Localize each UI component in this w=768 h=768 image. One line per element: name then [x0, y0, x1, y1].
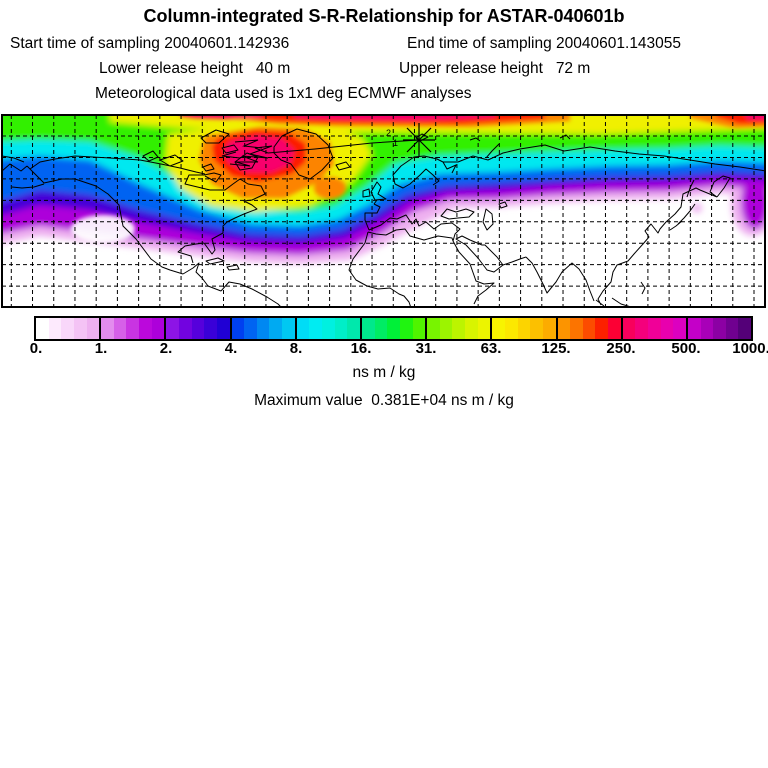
colorbar-cell: [660, 318, 674, 339]
colorbar-cell: [399, 318, 413, 339]
colorbar-cell: [608, 318, 621, 339]
colorbar-cell: [530, 318, 543, 339]
colorbar-tick-label: 0.: [29, 340, 43, 357]
max-value-text: Maximum value 0.381E+04 ns m / kg: [254, 392, 514, 409]
colorbar-cell: [542, 318, 556, 339]
colorbar-cell: [439, 318, 453, 339]
colorbar-cell: [595, 318, 609, 339]
colorbar-segment: [620, 318, 686, 339]
colorbar-cell: [282, 318, 295, 339]
colorbar-tick-label: 500.: [671, 340, 701, 357]
colorbar-cell: [61, 318, 74, 339]
colorbar-cell: [492, 318, 505, 339]
colorbar-cell: [204, 318, 217, 339]
lower-release-text: Lower release height 40 m: [99, 60, 291, 77]
colorbar-cell: [465, 318, 478, 339]
colorbar-cell: [738, 318, 752, 339]
colorbar-cell: [647, 318, 661, 339]
start-time-text: Start time of sampling 20040601.142936: [10, 35, 290, 52]
colorbar-cell: [557, 318, 571, 339]
flight-track: [221, 139, 420, 167]
colorbar-ticks: 0. 1. 2. 4. 8. 16. 31. 63. 125. 250. 500. 1000.: [0, 340, 768, 358]
colorbar-tick-label: 4.: [224, 340, 238, 357]
colorbar-cell: [269, 318, 283, 339]
colorbar-cell: [244, 318, 257, 339]
colorbar-cell: [101, 318, 114, 339]
colorbar-cell: [725, 318, 739, 339]
colorbar-tick-label: 31.: [415, 340, 437, 357]
colorbar-cell: [126, 318, 140, 339]
colorbar-cell: [296, 318, 310, 339]
track-label-1: 1: [393, 138, 398, 148]
colorbar-cell: [322, 318, 335, 339]
release-marker-icon: [403, 123, 435, 157]
colorbar-cell: [504, 318, 518, 339]
colorbar-segment: [294, 318, 360, 339]
colorbar-cell: [361, 318, 375, 339]
colorbar-cell: [427, 318, 440, 339]
colorbar-cell: [86, 318, 100, 339]
colorbar-cell: [191, 318, 205, 339]
colorbar-tick-label: 1000.: [732, 340, 768, 357]
colorbar-cell: [113, 318, 127, 339]
colorbar-cell: [452, 318, 466, 339]
colorbar-tick-label: 2.: [159, 340, 173, 357]
colorbar-cell: [687, 318, 701, 339]
colorbar-cell: [36, 318, 49, 339]
colorbar-cell: [334, 318, 348, 339]
upper-release-text: Upper release height 72 m: [399, 60, 591, 77]
colorbar-cell: [309, 318, 323, 339]
colorbar-cell: [151, 318, 165, 339]
map-border: [1, 114, 766, 308]
met-data-text: Meteorological data used is 1x1 deg ECMW…: [95, 85, 472, 102]
world-map: 1 2: [1, 114, 766, 308]
colorbar-cell: [477, 318, 491, 339]
colorbar-cell: [412, 318, 426, 339]
colorbar-tick-label: 250.: [606, 340, 636, 357]
colorbar-segment: [229, 318, 295, 339]
colorbar-cell: [570, 318, 583, 339]
colorbar-cell: [48, 318, 62, 339]
colorbar-tick-label: 16.: [350, 340, 372, 357]
colorbar-cell: [139, 318, 152, 339]
color-field: [2, 115, 765, 264]
colorbar-segment: [359, 318, 426, 339]
colorbar-cell: [713, 318, 726, 339]
colorbar: [34, 316, 753, 341]
colorbar-cell: [700, 318, 714, 339]
colorbar-cell: [635, 318, 648, 339]
colorbar-segment: [425, 318, 491, 339]
colorbar-cell: [387, 318, 400, 339]
colorbar-cell: [73, 318, 87, 339]
colorbar-units-label: ns m / kg: [352, 364, 416, 381]
colorbar-cell: [231, 318, 245, 339]
colorbar-cell: [347, 318, 360, 339]
page-title: Column-integrated S-R-Relationship for A…: [143, 6, 625, 26]
colorbar-tick-label: 63.: [480, 340, 502, 357]
colorbar-cell: [216, 318, 230, 339]
colorbar-tick-label: 8.: [289, 340, 303, 357]
colorbar-segment: [555, 318, 621, 339]
colorbar-cell: [374, 318, 388, 339]
colorbar-cell: [517, 318, 531, 339]
colorbar-segment: [36, 318, 100, 339]
colorbar-cell: [179, 318, 192, 339]
colorbar-tick-label: 1.: [94, 340, 108, 357]
colorbar-segment: [164, 318, 230, 339]
colorbar-segment: [490, 318, 556, 339]
colorbar-segment: [99, 318, 165, 339]
colorbar-cell: [166, 318, 180, 339]
end-time-text: End time of sampling 20040601.143055: [407, 35, 682, 52]
colorbar-cell: [622, 318, 636, 339]
colorbar-cell: [673, 318, 686, 339]
track-label-2: 2: [386, 128, 391, 138]
colorbar-segment: [685, 318, 752, 339]
colorbar-tick-label: 125.: [541, 340, 571, 357]
colorbar-cell: [256, 318, 270, 339]
colorbar-cell: [582, 318, 596, 339]
